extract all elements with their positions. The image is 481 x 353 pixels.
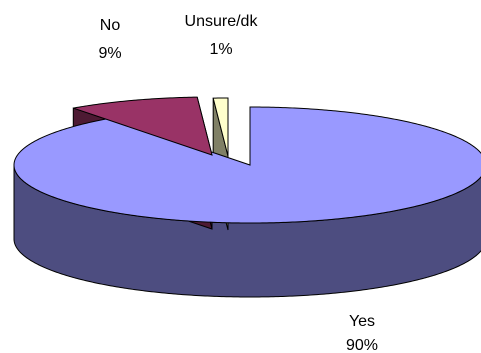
slice-tops: [13, 96, 481, 224]
slice-label-no: No: [100, 17, 121, 34]
slice-percent-no: 9%: [98, 45, 121, 62]
slice-label-unsure: Unsure/dk: [185, 13, 259, 30]
slice-top-no: [73, 96, 213, 156]
slice-percent-unsure: 1%: [209, 41, 232, 58]
slice-top-unsure: [212, 97, 229, 157]
slice-top-yes: [13, 106, 481, 224]
slice-percent-yes: 90%: [346, 337, 378, 353]
slice-label-yes: Yes: [349, 313, 375, 330]
